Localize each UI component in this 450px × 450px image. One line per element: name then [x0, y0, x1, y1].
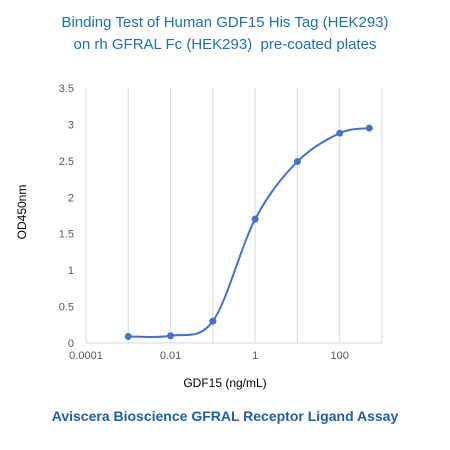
x-tick-label: 1	[252, 350, 258, 362]
y-tick-label: 1.5	[59, 229, 74, 241]
y-tick-label: 2.5	[59, 156, 74, 168]
y-axis-label: OD450nm	[15, 184, 29, 240]
chart-subtitle: on rh GFRAL Fc (HEK293) pre-coated plate…	[73, 36, 377, 53]
y-tick-label: 2	[68, 192, 74, 204]
footer-caption: Aviscera Bioscience GFRAL Receptor Ligan…	[51, 408, 399, 424]
y-tick-label: 1	[68, 265, 74, 277]
data-point	[336, 129, 344, 137]
data-point	[209, 317, 217, 325]
data-point	[124, 332, 132, 340]
y-tick-label: 0.5	[59, 302, 74, 314]
data-point	[293, 158, 301, 166]
y-tick-label: 0	[68, 338, 74, 350]
x-tick-label: 0.0001	[69, 350, 103, 362]
data-point	[365, 124, 373, 132]
x-tick-label: 100	[331, 350, 349, 362]
chart-title: Binding Test of Human GDF15 His Tag (HEK…	[61, 14, 389, 31]
y-tick-label: 3	[68, 119, 74, 131]
data-point	[167, 332, 175, 340]
x-axis-label: GDF15 (ng/mL)	[183, 376, 267, 390]
x-tick-label: 0.01	[160, 350, 181, 362]
y-tick-label: 3.5	[59, 83, 74, 95]
data-point	[251, 215, 259, 223]
series-line	[128, 127, 370, 339]
